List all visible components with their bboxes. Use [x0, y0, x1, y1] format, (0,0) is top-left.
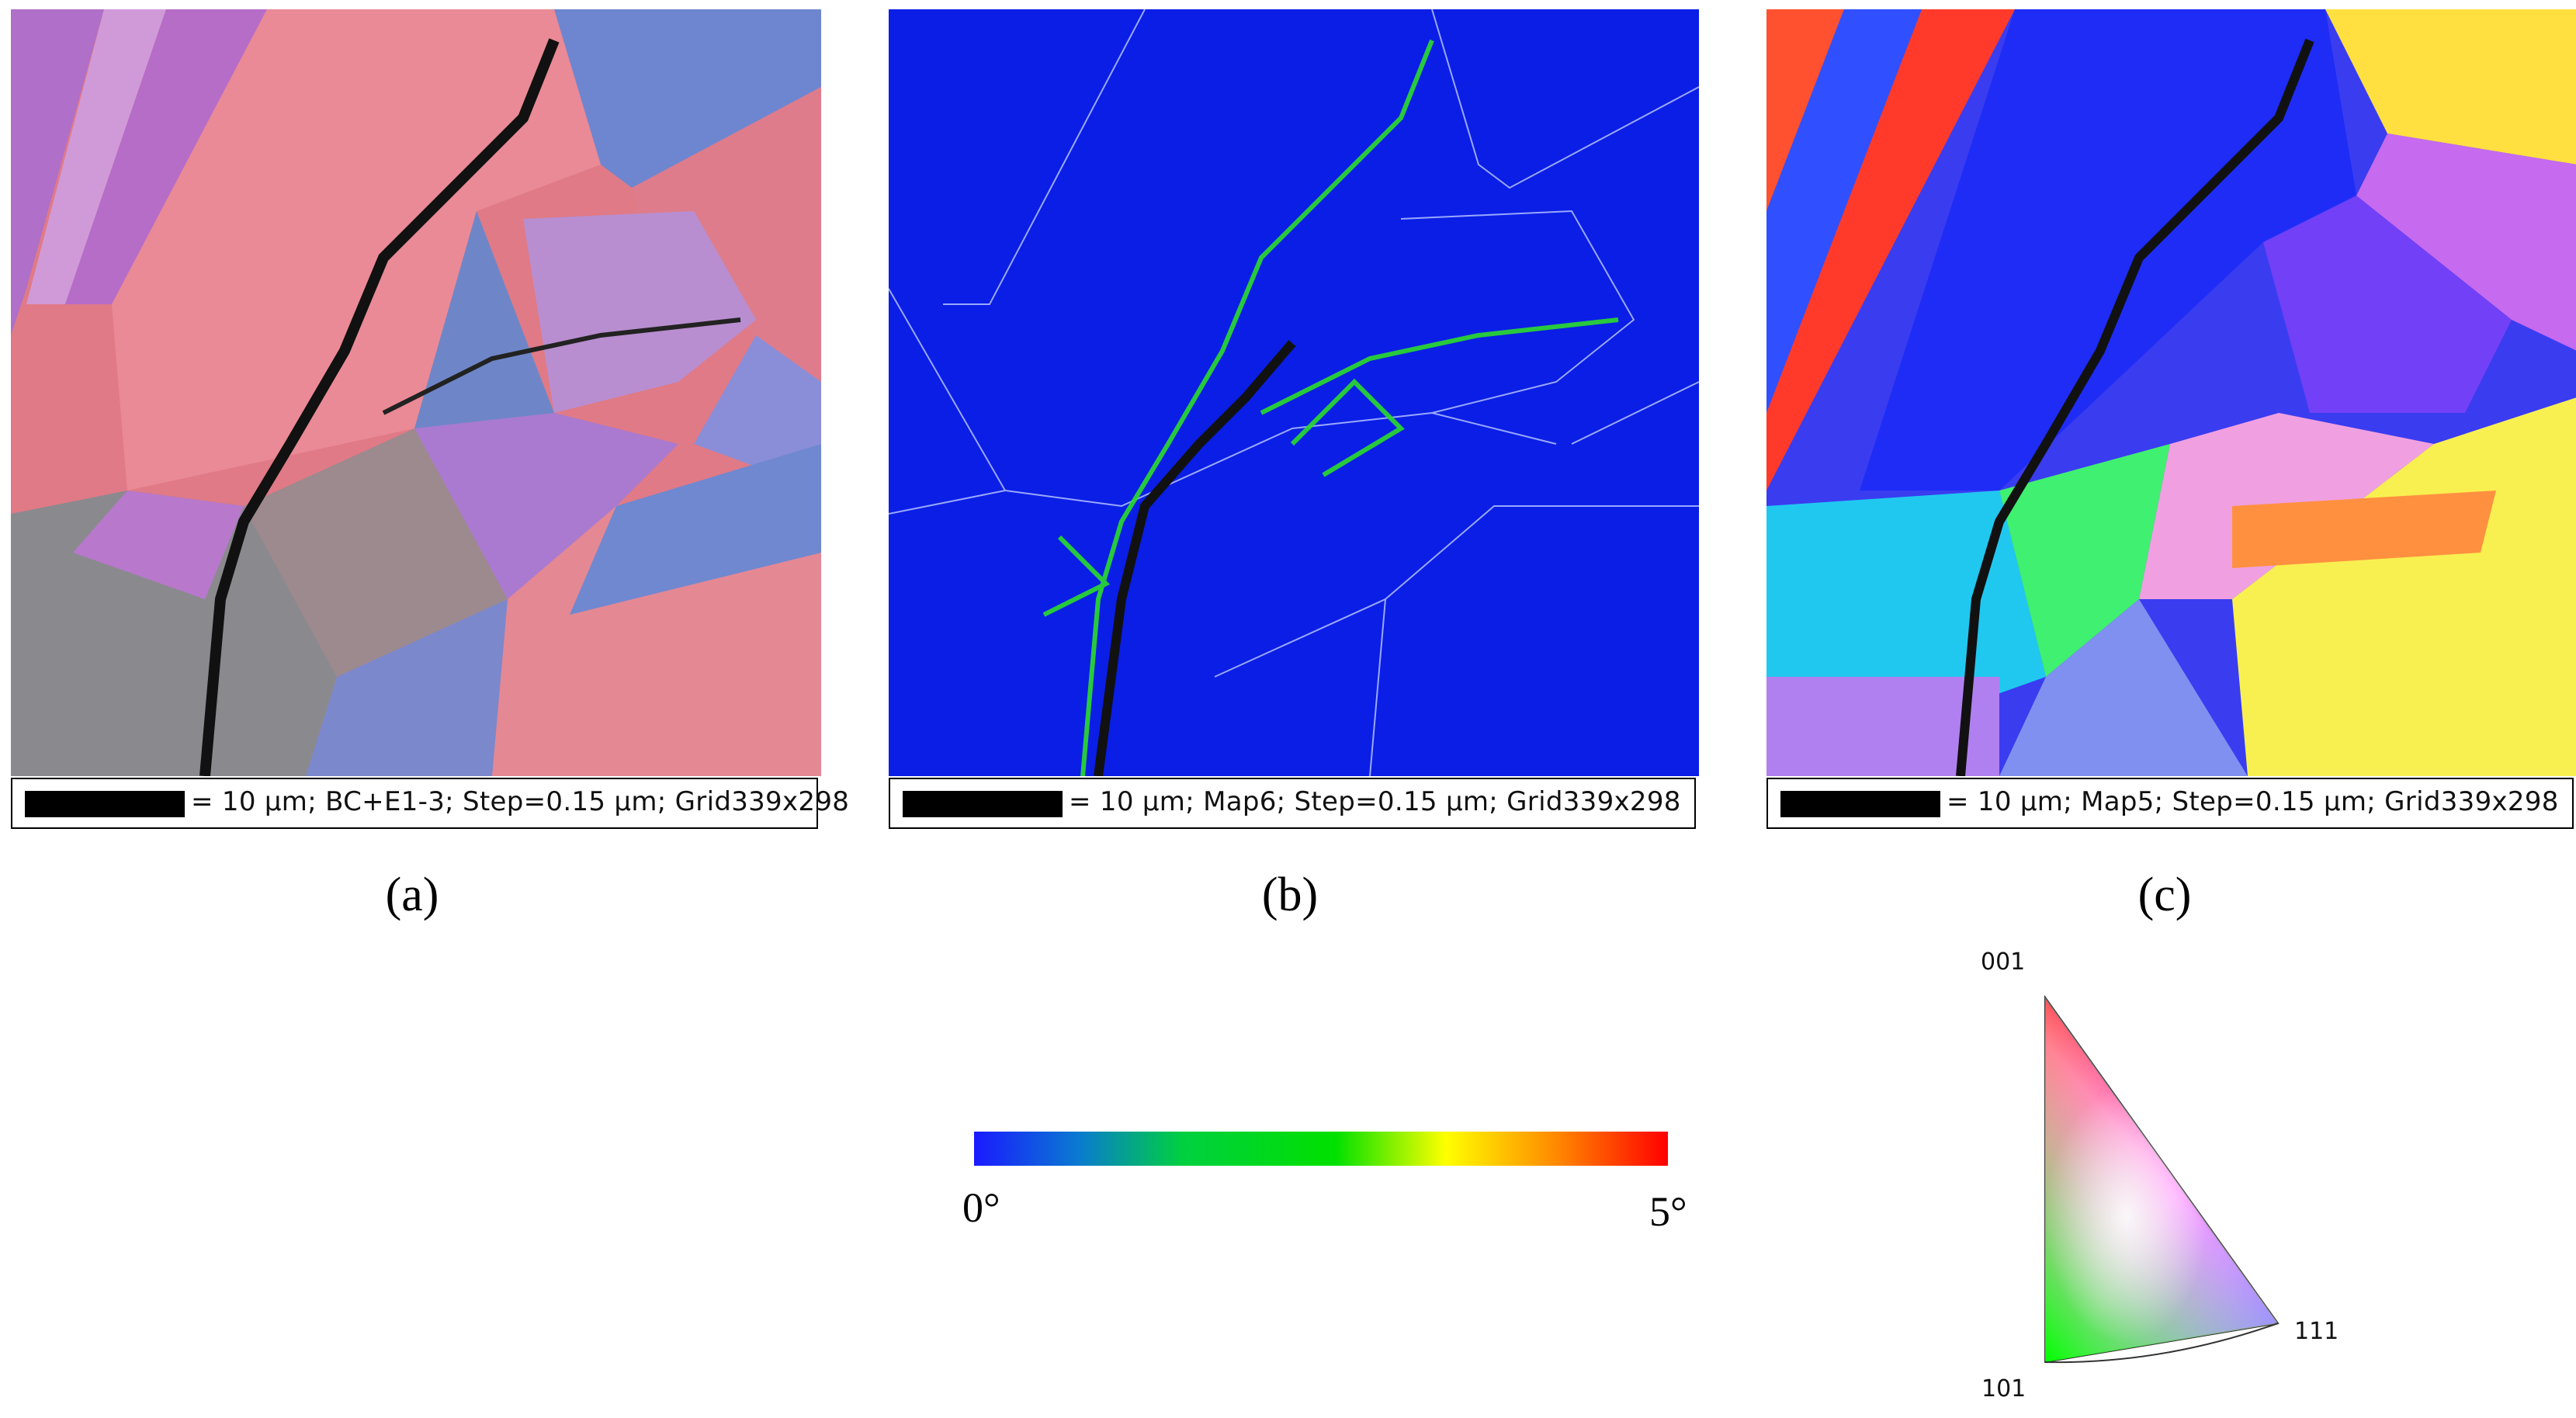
color-bar-max-label: 5° — [1649, 1188, 1687, 1235]
scalebar-text: = 10 μm; Map5; Step=0.15 μm; Grid339x298 — [1947, 786, 2559, 817]
scalebar-a: = 10 μm; BC+E1-3; Step=0.15 μm; Grid339x… — [11, 778, 849, 829]
scale-bar-marker — [25, 791, 185, 817]
scale-bar-marker — [903, 791, 1063, 817]
panel-label-b: (b) — [1261, 868, 1319, 921]
scale-bar-marker — [1780, 791, 1940, 817]
panel-c-ipf-map: = 10 μm; Map5; Step=0.15 μm; Grid339x298 — [1766, 0, 2576, 838]
scalebar-b: = 10 μm; Map6; Step=0.15 μm; Grid339x298 — [889, 778, 1696, 829]
euler-map-image — [11, 9, 821, 776]
panel-b-kam-map: = 10 μm; Map6; Step=0.15 μm; Grid339x298 — [889, 0, 1704, 838]
color-bar-min-label: 0° — [962, 1184, 1000, 1231]
kam-color-bar — [974, 1132, 1668, 1166]
kam-map-image — [889, 9, 1699, 776]
ipf-color-key — [1956, 939, 2359, 1405]
scalebar-text: = 10 μm; Map6; Step=0.15 μm; Grid339x298 — [1069, 786, 1681, 817]
panel-label-a: (a) — [385, 868, 439, 921]
scalebar-c: = 10 μm; Map5; Step=0.15 μm; Grid339x298 — [1766, 778, 2574, 829]
scalebar-text: = 10 μm; BC+E1-3; Step=0.15 μm; Grid339x… — [191, 786, 850, 817]
ipf-label-111: 111 — [2294, 1318, 2339, 1345]
ipf-label-101: 101 — [1981, 1375, 2026, 1402]
panel-a-euler-map: = 10 μm; BC+E1-3; Step=0.15 μm; Grid339x… — [11, 0, 849, 838]
panel-label-c: (c) — [2137, 868, 2192, 921]
ipf-label-001: 001 — [1981, 948, 2026, 976]
ipf-map-image — [1766, 9, 2576, 776]
